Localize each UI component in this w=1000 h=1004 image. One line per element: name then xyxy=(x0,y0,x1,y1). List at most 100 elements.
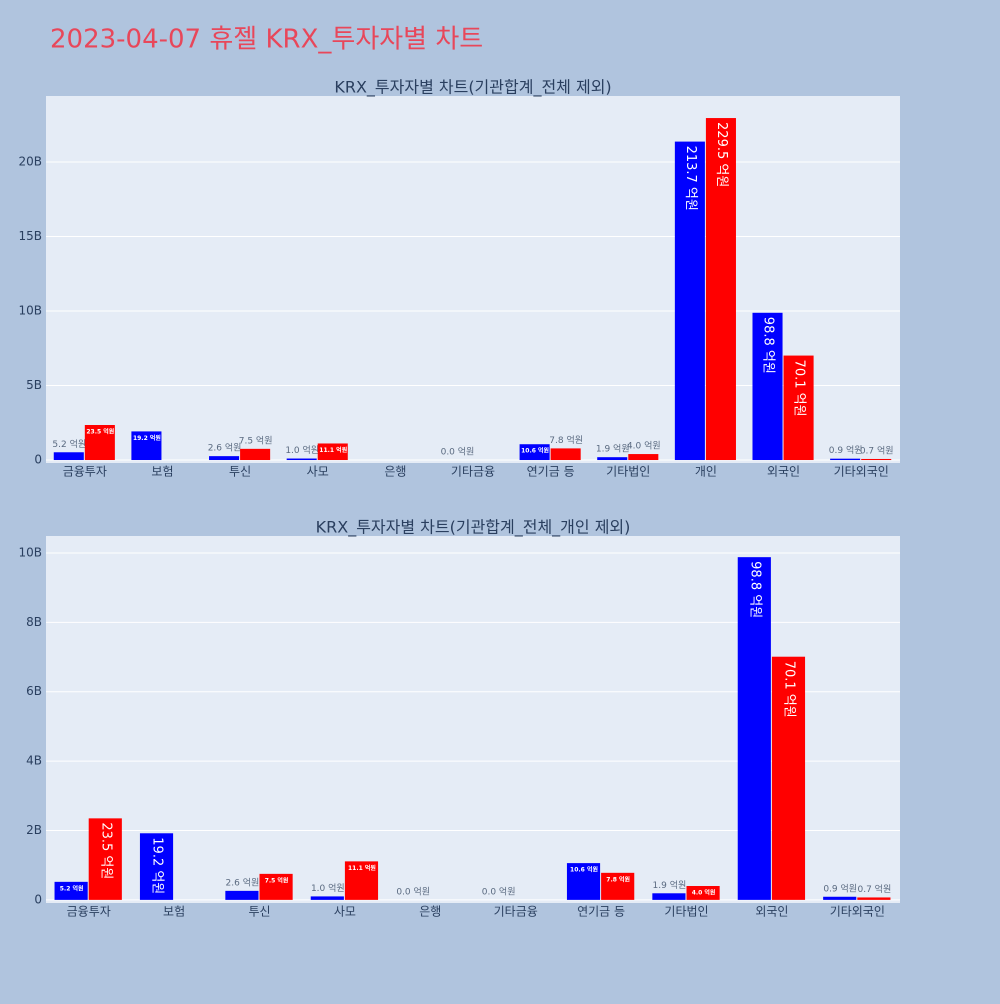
y-tick-label: 20B xyxy=(18,155,42,169)
value-label: 5.2 억원 xyxy=(60,884,84,892)
bar xyxy=(139,833,174,900)
bar xyxy=(225,890,259,900)
value-label: 7.5 억원 xyxy=(239,434,273,446)
value-label: 2.6 억원 xyxy=(208,442,242,454)
bar xyxy=(601,872,635,900)
value-label: 11.1 억원 xyxy=(319,446,347,454)
chart-title: KRX_투자자별 차트(기관합계_전체_개인 제외) xyxy=(316,518,631,538)
bar xyxy=(88,818,122,900)
x-tick-label: 은행 xyxy=(419,904,441,919)
x-tick-label: 금융투자 xyxy=(67,905,111,919)
x-tick-label: 보험 xyxy=(151,465,173,479)
value-label: 0.9 억원 xyxy=(823,882,857,894)
bar xyxy=(240,448,271,461)
x-tick-label: 은행 xyxy=(384,464,406,479)
bar xyxy=(344,861,379,900)
x-tick-label: 사모 xyxy=(307,465,329,479)
x-tick-label: 투신 xyxy=(248,905,270,919)
bar xyxy=(771,656,806,900)
y-tick-label: 4B xyxy=(26,754,42,768)
bar xyxy=(783,355,814,461)
value-label: 10.6 억원 xyxy=(570,866,598,874)
bar xyxy=(519,444,550,461)
x-tick-label: 기타외국인 xyxy=(834,465,889,479)
value-label: 23.5 억원 xyxy=(86,428,114,436)
value-label: 1.9 억원 xyxy=(596,443,630,455)
value-label: 19.2 억원 xyxy=(150,837,165,894)
value-label: 1.9 억원 xyxy=(653,879,687,891)
y-tick-label: 0 xyxy=(34,453,42,467)
bar xyxy=(597,457,628,461)
value-label: 2.6 억원 xyxy=(226,876,260,888)
y-tick-label: 10B xyxy=(18,545,42,559)
value-label: 98.8 억원 xyxy=(761,317,776,374)
bar xyxy=(705,118,736,461)
chart-title: KRX_투자자별 차트(기관합계_전체 제외) xyxy=(334,78,611,98)
x-tick-label: 기타법인 xyxy=(664,905,708,919)
x-tick-label: 외국인 xyxy=(755,905,788,919)
bar xyxy=(317,443,348,461)
x-tick-label: 기타외국인 xyxy=(830,905,885,919)
y-tick-label: 5B xyxy=(26,378,42,392)
value-label: 5.2 억원 xyxy=(52,438,86,450)
value-label: 23.5 억원 xyxy=(98,822,113,879)
bar xyxy=(209,456,240,461)
y-tick-label: 6B xyxy=(26,684,42,698)
bar xyxy=(737,557,771,900)
bar xyxy=(259,873,293,900)
x-tick-label: 기타금융 xyxy=(451,465,495,479)
y-tick-label: 2B xyxy=(26,823,42,837)
x-tick-label: 금융투자 xyxy=(63,465,107,479)
value-label: 1.0 억원 xyxy=(311,882,345,894)
value-label: 0.0 억원 xyxy=(441,446,475,458)
value-label: 0.7 억원 xyxy=(858,883,892,895)
value-label: 19.2 억원 xyxy=(133,434,161,442)
x-tick-label: 개인 xyxy=(695,465,717,479)
page-title: 2023-04-07 휴젤 KRX_투자자별 차트 xyxy=(50,25,483,55)
x-tick-label: 기타금융 xyxy=(494,905,538,919)
value-label: 1.0 억원 xyxy=(285,444,319,456)
value-label: 7.8 억원 xyxy=(549,434,583,446)
bar xyxy=(54,881,88,900)
bar xyxy=(823,896,857,900)
value-label: 0.0 억원 xyxy=(482,885,516,897)
bar xyxy=(652,893,686,900)
bar xyxy=(53,452,84,461)
y-tick-label: 0 xyxy=(34,892,42,906)
value-label: 70.1 억원 xyxy=(781,661,796,718)
x-tick-label: 기타법인 xyxy=(606,465,650,479)
bar xyxy=(550,448,581,461)
bar xyxy=(310,896,344,900)
x-tick-label: 외국인 xyxy=(767,465,800,479)
x-tick-label: 투신 xyxy=(229,465,251,479)
x-tick-label: 사모 xyxy=(334,905,356,919)
value-label: 4.0 억원 xyxy=(692,889,716,897)
value-label: 0.7 억원 xyxy=(860,444,894,456)
y-tick-label: 10B xyxy=(18,304,42,318)
x-tick-label: 연기금 등 xyxy=(577,905,625,919)
bar xyxy=(857,897,891,900)
value-label: 11.1 억원 xyxy=(348,864,376,872)
value-label: 229.5 억원 xyxy=(714,122,729,187)
bar xyxy=(628,454,659,461)
x-tick-label: 보험 xyxy=(163,905,185,919)
value-label: 213.7 억원 xyxy=(683,146,698,211)
value-label: 98.8 억원 xyxy=(747,561,762,618)
value-label: 70.1 억원 xyxy=(792,360,807,417)
value-label: 0.9 억원 xyxy=(829,444,863,456)
bar xyxy=(686,886,720,900)
bar xyxy=(830,458,861,461)
value-label: 7.5 억원 xyxy=(265,876,289,884)
x-tick-label: 연기금 등 xyxy=(527,465,575,479)
y-tick-label: 8B xyxy=(26,615,42,629)
bar xyxy=(84,425,115,461)
value-label: 4.0 억원 xyxy=(627,440,661,452)
bar xyxy=(752,312,783,461)
value-label: 0.0 억원 xyxy=(396,885,430,897)
value-label: 10.6 억원 xyxy=(521,447,549,455)
y-tick-label: 15B xyxy=(18,229,42,243)
bar xyxy=(861,458,892,461)
value-label: 7.8 억원 xyxy=(606,875,630,883)
bar xyxy=(131,431,162,461)
